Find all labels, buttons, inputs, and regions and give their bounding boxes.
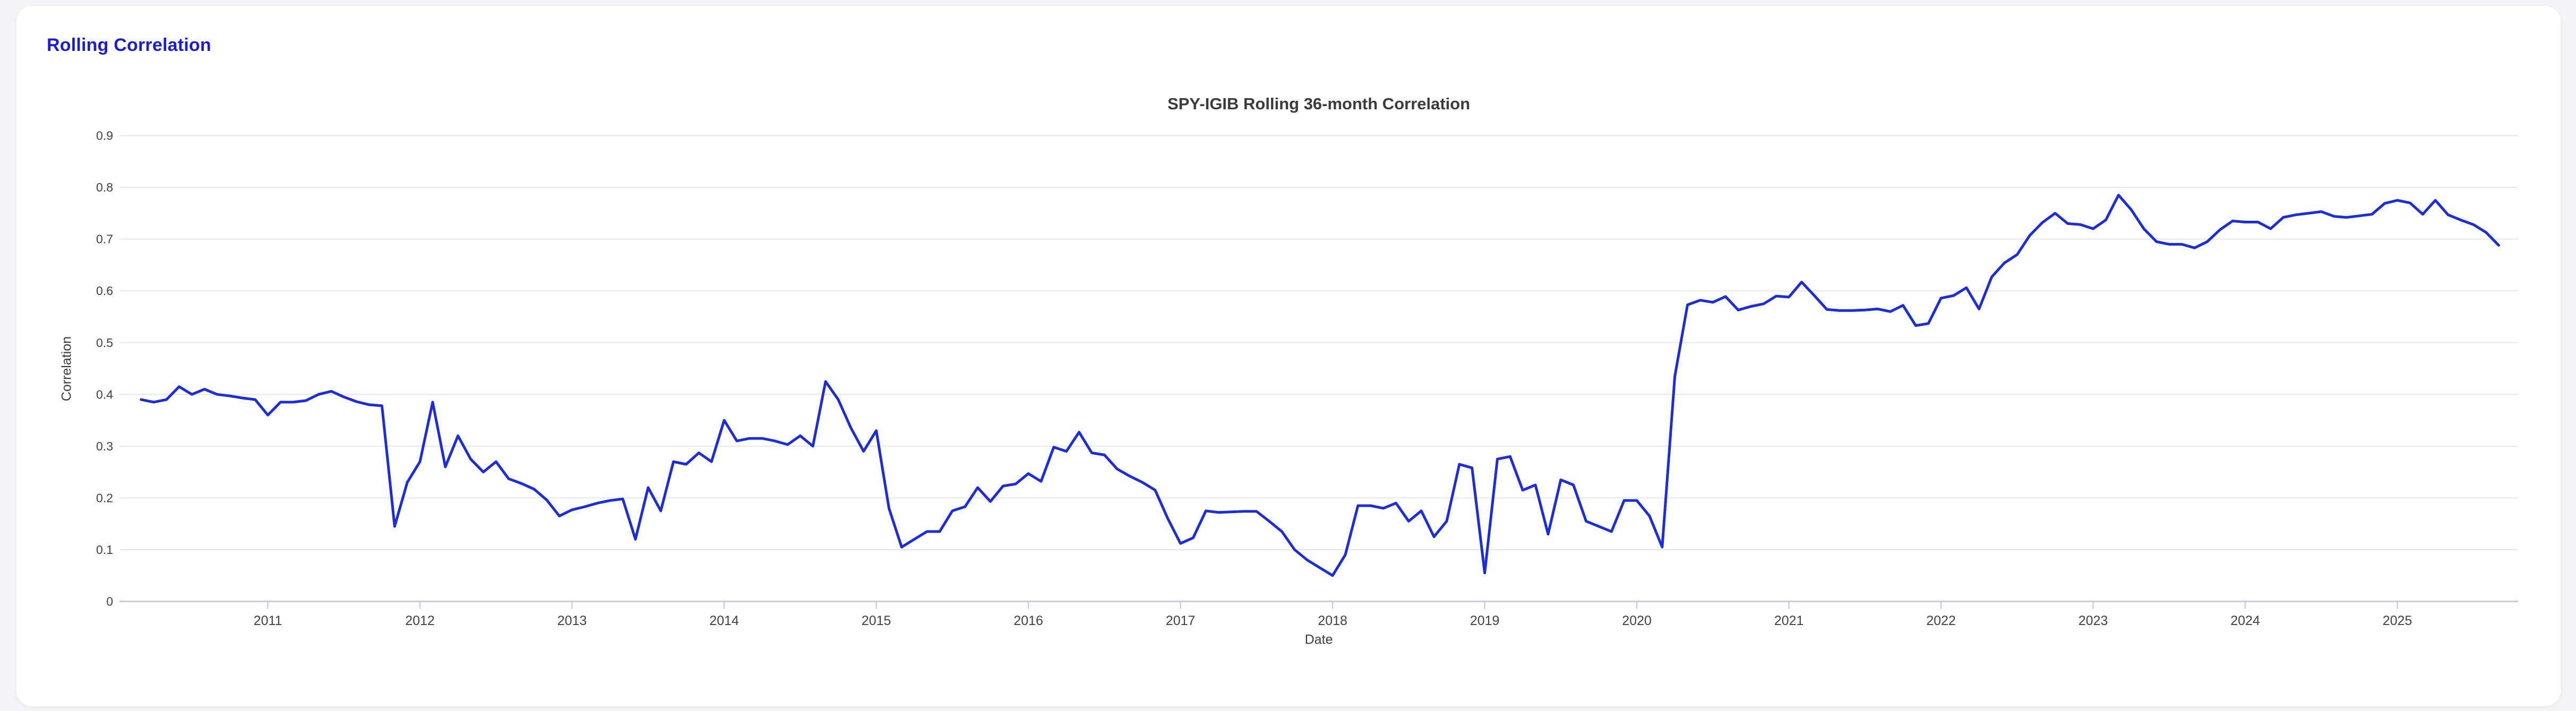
x-tick-label: 2022 <box>1926 613 1956 628</box>
x-tick-label: 2011 <box>254 613 282 628</box>
y-tick-label: 0.2 <box>96 491 113 505</box>
x-tick-label: 2015 <box>862 613 891 628</box>
y-tick-label: 0.6 <box>96 284 113 298</box>
y-tick-label: 0.7 <box>96 232 113 246</box>
x-tick-label: 2013 <box>557 613 587 628</box>
y-tick-label: 0.1 <box>96 543 113 557</box>
x-tick-label: 2021 <box>1774 613 1804 628</box>
x-tick-label: 2014 <box>709 613 739 628</box>
x-axis-title: Date <box>1304 632 1333 647</box>
x-tick-label: 2019 <box>1470 613 1500 628</box>
correlation-line <box>140 194 2500 577</box>
x-tick-label: 2017 <box>1166 613 1196 628</box>
x-tick-label: 2023 <box>2079 613 2108 628</box>
y-tick-label: 0.4 <box>96 387 113 401</box>
y-tick-label: 0.9 <box>96 129 113 143</box>
y-axis-title: Correlation <box>59 336 74 402</box>
x-tick-label: 2024 <box>2230 613 2260 628</box>
y-tick-label: 0.3 <box>96 439 113 453</box>
y-tick-label: 0.5 <box>96 336 113 350</box>
x-tick-label: 2016 <box>1014 613 1043 628</box>
x-tick-label: 2018 <box>1318 613 1347 628</box>
y-tick-label: 0 <box>106 595 113 609</box>
page-title: Rolling Correlation <box>47 34 211 55</box>
content-card <box>16 5 2561 707</box>
y-tick-label: 0.8 <box>96 180 113 194</box>
x-tick-label: 2025 <box>2383 613 2412 628</box>
chart-title: SPY-IGIB Rolling 36-month Correlation <box>1167 94 1471 113</box>
x-tick-label: 2012 <box>405 613 435 628</box>
x-tick-label: 2020 <box>1622 613 1652 628</box>
